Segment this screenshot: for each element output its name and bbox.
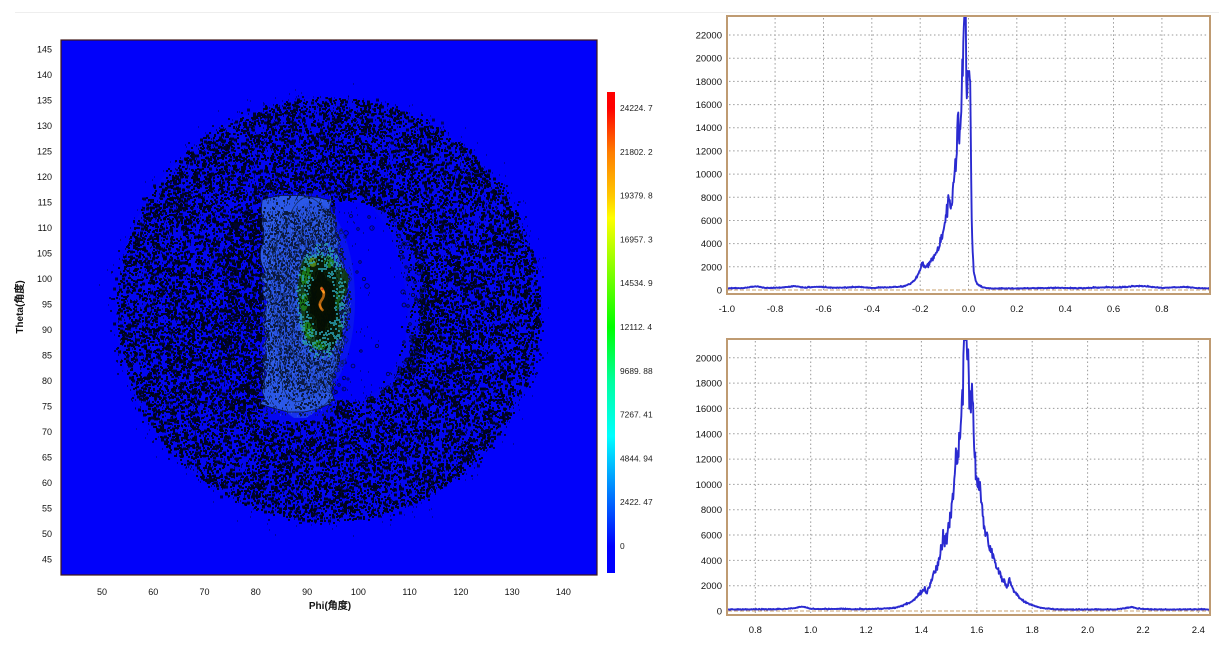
svg-text:10000: 10000	[696, 170, 722, 181]
svg-text:-0.6: -0.6	[815, 304, 831, 315]
svg-text:24224. 7: 24224. 7	[620, 103, 653, 113]
svg-text:0: 0	[717, 607, 722, 618]
svg-text:0.4: 0.4	[1059, 304, 1072, 315]
svg-text:14534. 9: 14534. 9	[620, 278, 653, 288]
svg-text:22000: 22000	[696, 31, 722, 42]
svg-text:1.2: 1.2	[859, 625, 872, 636]
svg-text:60: 60	[42, 478, 52, 488]
svg-text:110: 110	[38, 223, 52, 233]
svg-text:0.8: 0.8	[749, 625, 762, 636]
svg-text:85: 85	[42, 351, 52, 361]
svg-text:75: 75	[42, 402, 52, 412]
svg-text:6000: 6000	[701, 216, 722, 227]
svg-text:1.4: 1.4	[915, 625, 928, 636]
svg-text:16000: 16000	[696, 404, 722, 415]
svg-text:10000: 10000	[696, 480, 722, 491]
svg-text:4000: 4000	[701, 556, 722, 567]
svg-text:135: 135	[37, 96, 52, 106]
svg-text:20000: 20000	[696, 353, 722, 364]
svg-text:2422. 47: 2422. 47	[620, 497, 653, 507]
svg-text:Phi(角度): Phi(角度)	[309, 599, 351, 612]
svg-text:80: 80	[42, 376, 52, 386]
svg-text:14000: 14000	[696, 123, 722, 134]
svg-text:4844. 94: 4844. 94	[620, 453, 653, 463]
svg-text:130: 130	[505, 587, 520, 597]
svg-text:50: 50	[97, 587, 107, 597]
svg-text:2.4: 2.4	[1192, 625, 1205, 636]
svg-text:2.0: 2.0	[1081, 625, 1094, 636]
svg-text:-1.0: -1.0	[719, 304, 735, 315]
svg-text:145: 145	[37, 45, 52, 55]
svg-text:0: 0	[717, 286, 722, 297]
svg-text:0.6: 0.6	[1107, 304, 1120, 315]
svg-text:90: 90	[42, 325, 52, 335]
svg-text:70: 70	[42, 427, 52, 437]
svg-text:-0.4: -0.4	[864, 304, 880, 315]
svg-text:12000: 12000	[696, 455, 722, 466]
svg-text:1.0: 1.0	[804, 625, 817, 636]
svg-text:95: 95	[42, 300, 52, 310]
svg-text:60: 60	[148, 587, 158, 597]
svg-text:55: 55	[42, 504, 52, 514]
svg-text:65: 65	[42, 453, 52, 463]
svg-text:70: 70	[199, 587, 209, 597]
svg-text:8000: 8000	[701, 193, 722, 204]
svg-text:2.2: 2.2	[1136, 625, 1149, 636]
svg-text:12112. 4: 12112. 4	[620, 322, 652, 332]
svg-text:6000: 6000	[701, 531, 722, 542]
svg-text:0.2: 0.2	[1010, 304, 1023, 315]
svg-text:7267. 41: 7267. 41	[620, 410, 653, 420]
svg-text:19379. 8: 19379. 8	[620, 191, 653, 201]
svg-text:18000: 18000	[696, 379, 722, 390]
svg-text:1.8: 1.8	[1026, 625, 1039, 636]
svg-text:-0.8: -0.8	[767, 304, 783, 315]
svg-text:8000: 8000	[701, 505, 722, 516]
svg-text:140: 140	[37, 70, 52, 80]
svg-text:110: 110	[402, 587, 416, 597]
svg-text:0.0: 0.0	[962, 304, 975, 315]
svg-text:50: 50	[42, 529, 52, 539]
svg-text:90: 90	[302, 587, 312, 597]
svg-text:130: 130	[37, 121, 52, 131]
svg-text:9689. 88: 9689. 88	[620, 366, 653, 376]
svg-text:16957. 3: 16957. 3	[620, 234, 653, 244]
svg-text:2000: 2000	[701, 262, 722, 273]
svg-text:16000: 16000	[696, 100, 722, 111]
svg-text:100: 100	[37, 274, 52, 284]
svg-text:115: 115	[38, 198, 52, 208]
svg-text:125: 125	[37, 147, 52, 157]
svg-text:120: 120	[37, 172, 52, 182]
svg-text:14000: 14000	[696, 429, 722, 440]
svg-text:140: 140	[556, 587, 571, 597]
svg-text:105: 105	[37, 249, 52, 259]
svg-text:120: 120	[453, 587, 468, 597]
svg-text:0: 0	[620, 541, 625, 551]
svg-text:2000: 2000	[701, 581, 722, 592]
svg-text:20000: 20000	[696, 54, 722, 65]
svg-text:12000: 12000	[696, 146, 722, 157]
svg-text:18000: 18000	[696, 77, 722, 88]
svg-text:45: 45	[42, 555, 52, 565]
svg-text:21802. 2: 21802. 2	[620, 147, 653, 157]
svg-text:4000: 4000	[701, 239, 722, 250]
svg-text:0.8: 0.8	[1155, 304, 1168, 315]
svg-text:Theta(角度): Theta(角度)	[13, 280, 26, 333]
svg-text:100: 100	[351, 587, 366, 597]
svg-text:-0.2: -0.2	[912, 304, 928, 315]
svg-text:80: 80	[251, 587, 261, 597]
svg-text:1.6: 1.6	[970, 625, 983, 636]
